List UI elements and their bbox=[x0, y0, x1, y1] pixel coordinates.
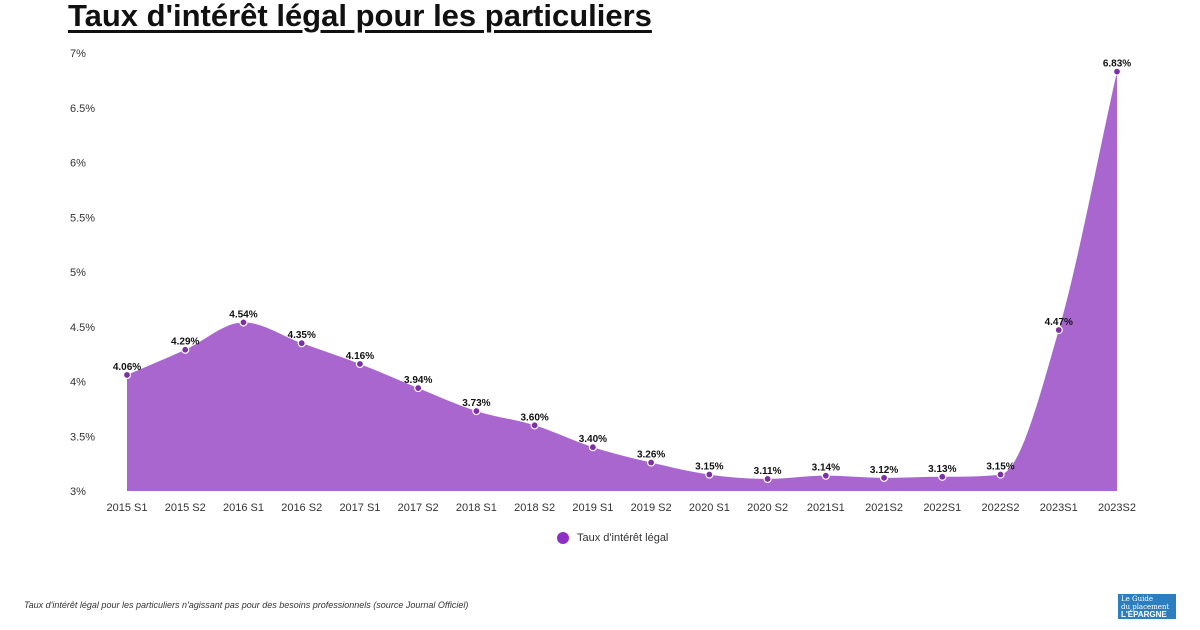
area-series bbox=[127, 71, 1117, 492]
data-label: 3.15% bbox=[695, 462, 723, 473]
data-point bbox=[472, 406, 481, 416]
data-point bbox=[181, 345, 190, 354]
data-point bbox=[879, 473, 889, 482]
data-label: 3.15% bbox=[986, 462, 1014, 473]
data-point bbox=[996, 470, 1005, 479]
y-tick-label: 5.5% bbox=[70, 212, 95, 224]
data-point bbox=[530, 421, 539, 430]
data-point bbox=[588, 443, 597, 452]
data-point bbox=[355, 359, 365, 369]
y-tick-label: 3% bbox=[70, 486, 86, 498]
data-label: 4.47% bbox=[1045, 317, 1073, 328]
data-label: 4.35% bbox=[288, 330, 316, 341]
data-label: 3.60% bbox=[520, 412, 548, 423]
data-label: 4.16% bbox=[346, 351, 374, 362]
data-point bbox=[821, 471, 830, 480]
data-point bbox=[705, 470, 714, 479]
data-label: 4.29% bbox=[171, 337, 199, 348]
data-label: 3.13% bbox=[928, 464, 956, 475]
x-tick-label: 2016 S1 bbox=[223, 502, 264, 514]
x-tick-label: 2021S2 bbox=[865, 502, 903, 514]
x-tick-label: 2015 S1 bbox=[107, 502, 148, 514]
y-tick-label: 4.5% bbox=[70, 322, 95, 334]
x-tick-label: 2021S1 bbox=[807, 502, 845, 514]
data-label: 3.73% bbox=[462, 398, 490, 409]
data-point bbox=[414, 383, 423, 393]
data-label: 4.54% bbox=[229, 309, 257, 320]
x-tick-label: 2019 S2 bbox=[631, 502, 672, 514]
x-tick-label: 2019 S1 bbox=[572, 502, 613, 514]
data-label: 4.06% bbox=[113, 362, 141, 373]
y-tick-label: 4% bbox=[70, 377, 86, 389]
x-tick-label: 2016 S2 bbox=[281, 502, 322, 514]
data-point bbox=[297, 339, 306, 348]
data-point bbox=[1054, 325, 1063, 335]
data-point bbox=[239, 318, 248, 327]
data-point bbox=[763, 474, 772, 484]
chart-title: Taux d'intérêt légal pour les particulie… bbox=[68, 0, 652, 33]
data-point bbox=[647, 458, 656, 467]
data-point bbox=[122, 370, 132, 380]
source-note: Taux d'intérêt légal pour les particulie… bbox=[24, 600, 469, 610]
x-tick-label: 2018 S2 bbox=[514, 502, 555, 514]
x-tick-label: 2017 S1 bbox=[339, 502, 380, 514]
x-tick-label: 2018 S1 bbox=[456, 502, 497, 514]
x-tick-label: 2022S2 bbox=[982, 502, 1020, 514]
x-tick-label: 2020 S1 bbox=[689, 502, 730, 514]
x-tick-label: 2023S2 bbox=[1098, 502, 1136, 514]
x-tick-label: 2017 S2 bbox=[398, 502, 439, 514]
data-label: 3.94% bbox=[404, 375, 432, 386]
data-label: 6.83% bbox=[1103, 59, 1131, 70]
legend-label: Taux d'intérêt légal bbox=[577, 532, 669, 544]
data-point bbox=[1112, 67, 1122, 76]
data-label: 3.11% bbox=[754, 466, 782, 477]
x-tick-label: 2015 S2 bbox=[165, 502, 206, 514]
x-tick-label: 2020 S2 bbox=[747, 502, 788, 514]
data-point bbox=[938, 472, 947, 481]
data-label: 3.12% bbox=[870, 465, 898, 476]
logo: Le Guide du placement L'ÉPARGNE bbox=[1118, 594, 1176, 619]
x-tick-label: 2022S1 bbox=[923, 502, 961, 514]
x-tick-label: 2023S1 bbox=[1040, 502, 1078, 514]
data-label: 3.40% bbox=[579, 434, 607, 445]
y-tick-label: 7% bbox=[70, 48, 86, 60]
y-tick-label: 6% bbox=[70, 158, 86, 170]
y-tick-label: 6.5% bbox=[70, 103, 95, 115]
y-tick-label: 5% bbox=[70, 267, 86, 279]
y-tick-label: 3.5% bbox=[70, 431, 95, 443]
legend-marker-icon bbox=[557, 532, 569, 544]
data-label: 3.26% bbox=[637, 450, 665, 461]
data-label: 3.14% bbox=[812, 463, 840, 474]
legend[interactable]: Taux d'intérêt légal bbox=[557, 532, 668, 544]
